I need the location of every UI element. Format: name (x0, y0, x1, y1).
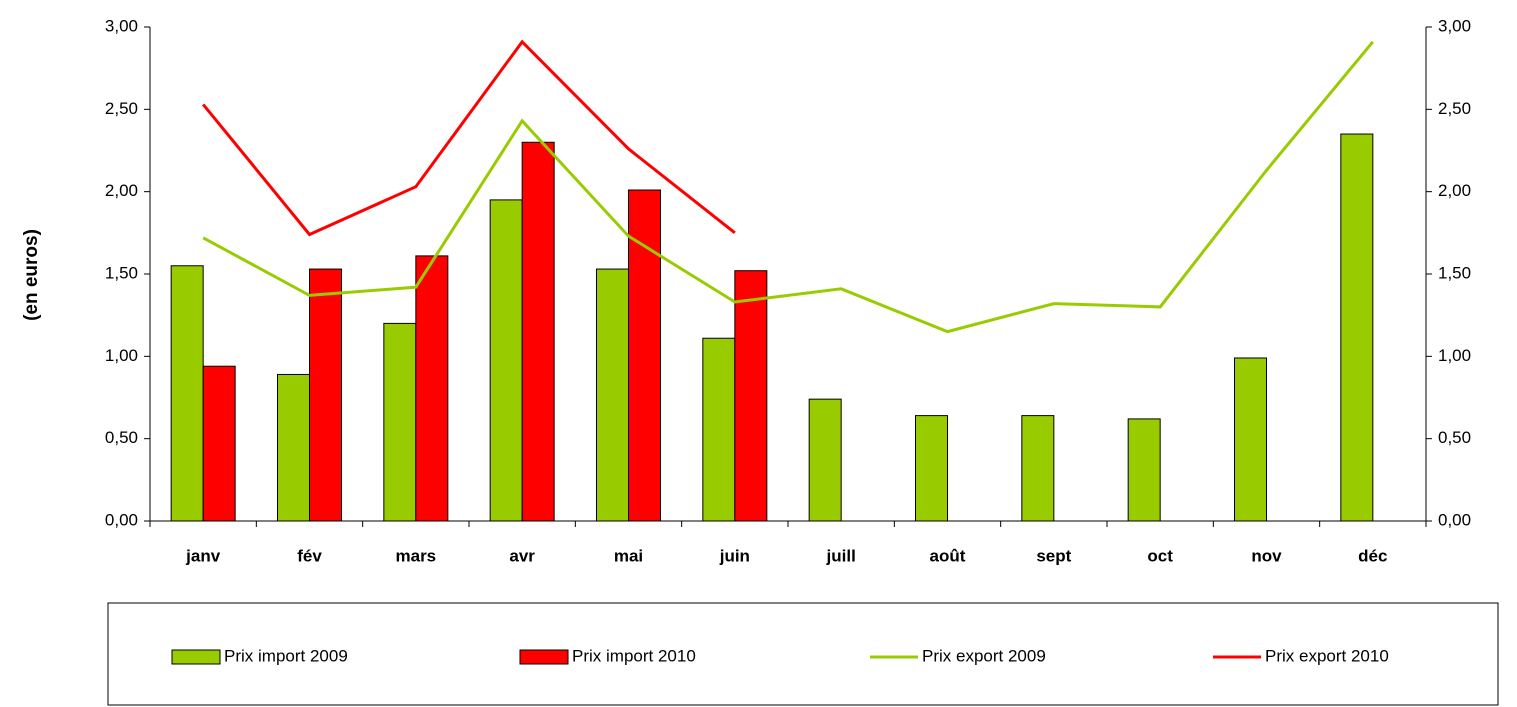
y-tick-label: 1,00 (105, 346, 138, 365)
x-tick-label: nov (1251, 546, 1282, 565)
legend-label: Prix export 2009 (922, 646, 1046, 665)
line (202, 39, 736, 237)
bar (734, 270, 768, 522)
bar (489, 199, 523, 522)
bar (277, 373, 310, 522)
legend-label: Prix import 2009 (224, 646, 348, 665)
y2-tick-label: 0,00 (1438, 510, 1471, 529)
bar (1234, 357, 1267, 522)
legend-swatch (519, 649, 569, 665)
y2-tick-label: 2,00 (1438, 181, 1471, 200)
y2-tick-label: 1,50 (1438, 263, 1471, 282)
x-tick-label: août (930, 546, 966, 565)
bar (596, 268, 629, 522)
y2-tick-label: 3,00 (1438, 16, 1471, 35)
y-tick-label: 0,00 (105, 510, 138, 529)
x-tick-label: fév (297, 546, 322, 565)
y-tick-label: 2,00 (105, 181, 138, 200)
x-tick-label: janv (185, 546, 221, 565)
y-tick-label: 1,50 (105, 263, 138, 282)
bar (415, 255, 449, 522)
bar (170, 265, 204, 522)
x-tick-label: avr (509, 546, 535, 565)
line (202, 40, 1374, 334)
x-tick-label: déc (1358, 546, 1387, 565)
y2-tick-label: 2,50 (1438, 99, 1471, 118)
x-tick-label: mars (396, 546, 437, 565)
bar (202, 365, 236, 522)
legend-label: Prix export 2010 (1265, 646, 1389, 665)
y-tick-label: 0,50 (105, 428, 138, 447)
x-tick-label: oct (1147, 546, 1173, 565)
y2-tick-label: 1,00 (1438, 346, 1471, 365)
y-tick-label: 3,00 (105, 16, 138, 35)
bar (915, 415, 948, 522)
x-tick-label: juill (826, 546, 856, 565)
bar (808, 398, 842, 522)
bar (383, 322, 417, 522)
bar (1021, 415, 1055, 522)
bar (1340, 133, 1374, 522)
bar (1127, 418, 1161, 522)
x-tick-label: juin (719, 546, 750, 565)
y-axis-label: (en euros) (21, 229, 42, 321)
legend-label: Prix import 2010 (572, 646, 696, 665)
y2-tick-label: 0,50 (1438, 428, 1471, 447)
bar (702, 337, 736, 522)
bar (309, 268, 342, 522)
bar (521, 141, 555, 522)
legend-swatch (171, 649, 221, 665)
y-tick-label: 2,50 (105, 99, 138, 118)
x-tick-label: mai (614, 546, 643, 565)
legend-box (107, 602, 1499, 706)
x-tick-label: sept (1036, 546, 1071, 565)
